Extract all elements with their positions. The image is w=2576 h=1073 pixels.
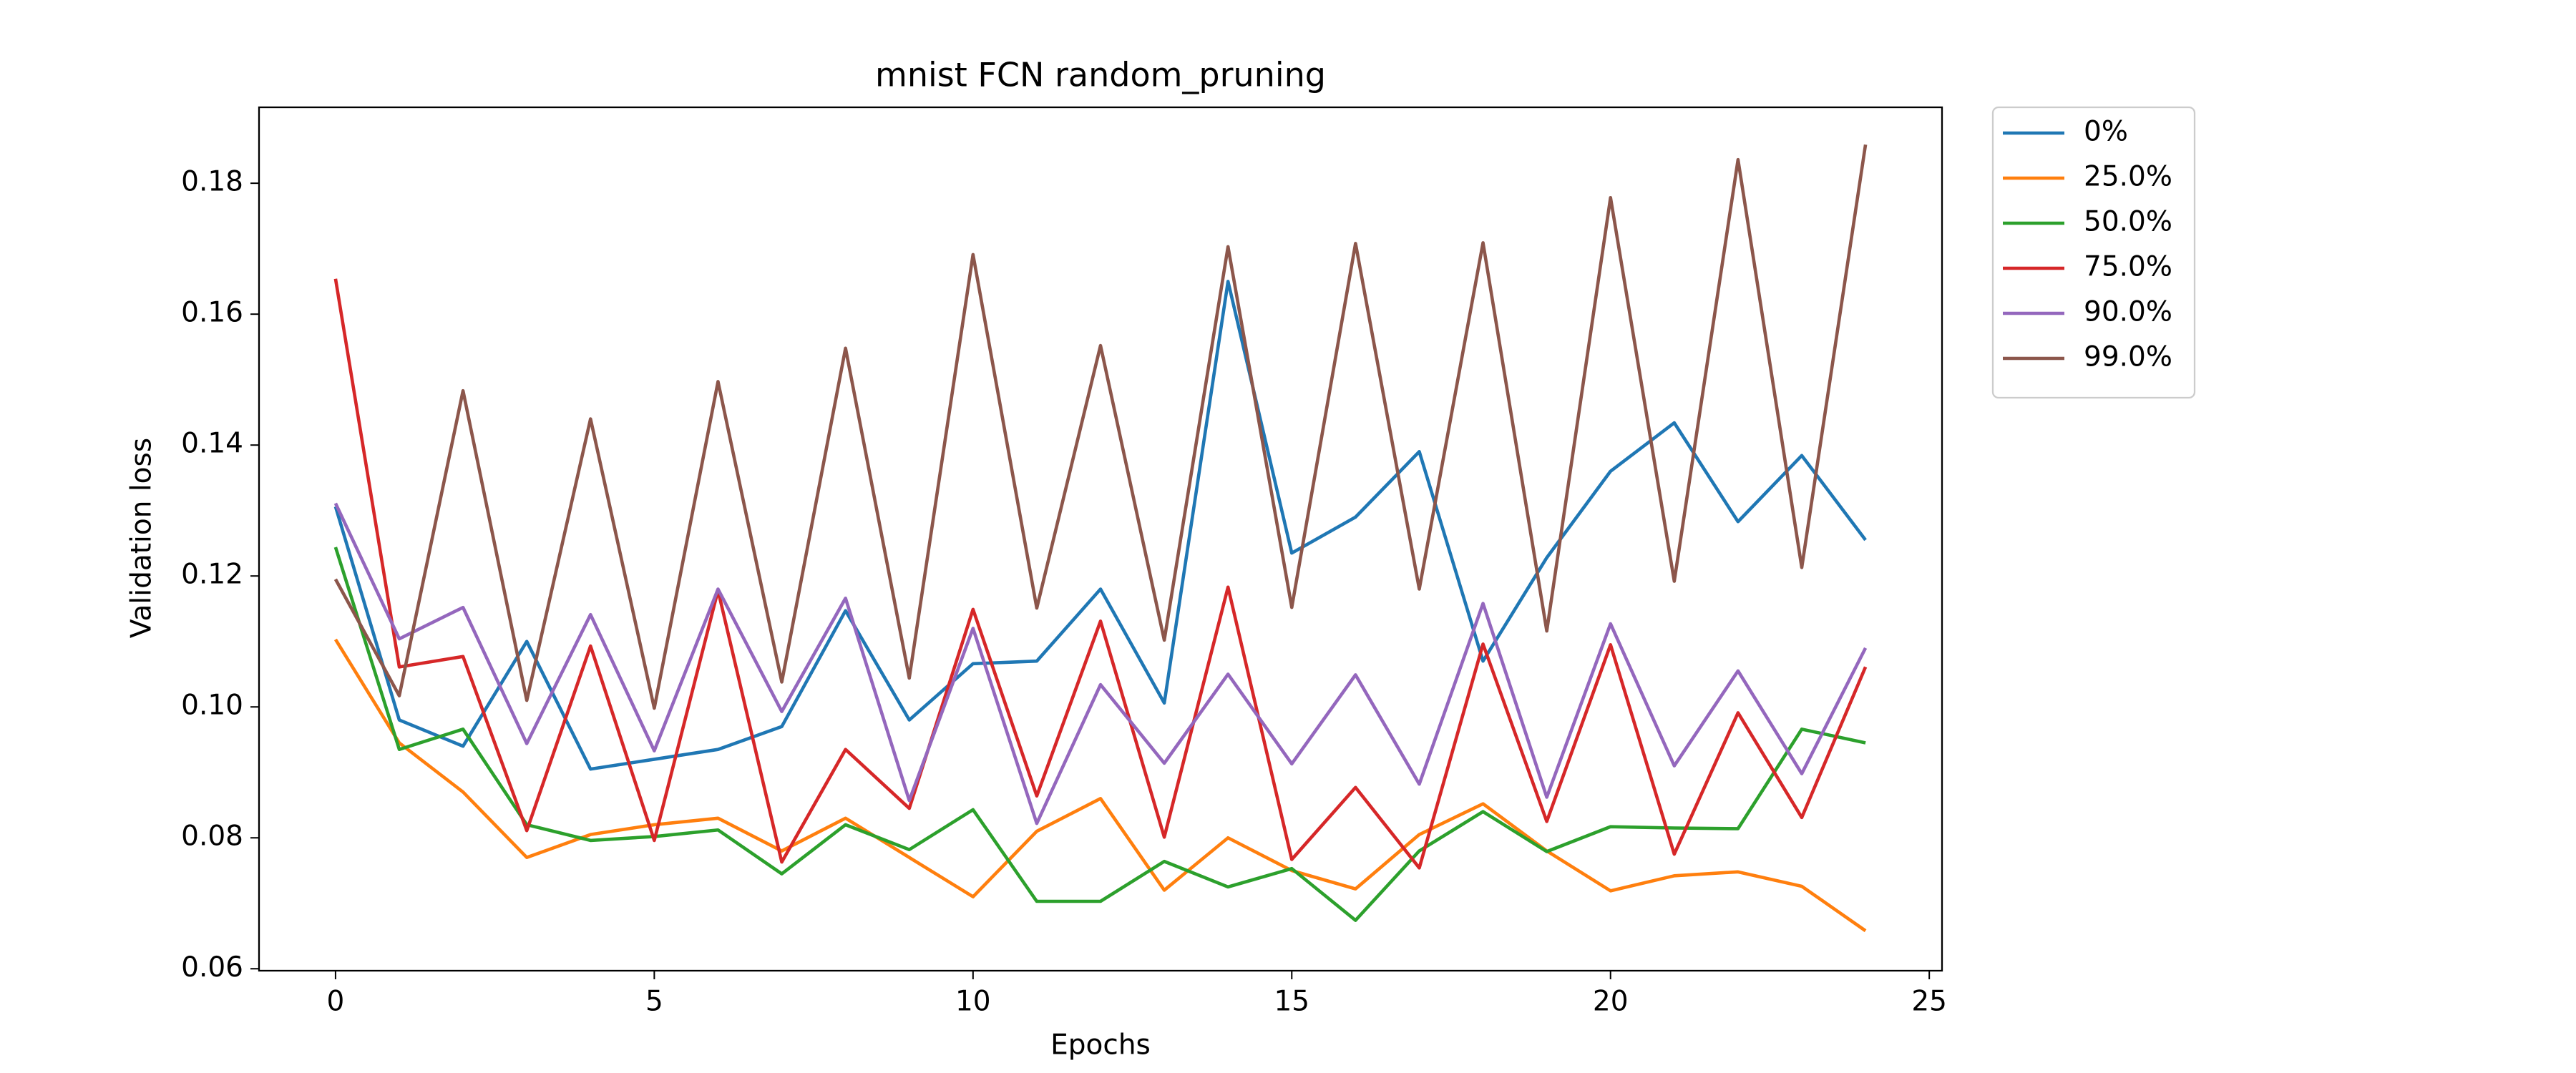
x-tick-label: 0 [326,986,344,1018]
y-tick-label: 0.12 [181,559,243,591]
legend-label: 50.0% [2084,206,2172,238]
x-axis-label: Epochs [1050,1029,1151,1062]
legend-box [1991,106,2196,399]
x-tick-label: 25 [1911,986,1947,1018]
series-line [333,638,1867,933]
y-tick-label: 0.18 [181,166,243,198]
series-line [333,502,1868,825]
y-tick-label: 0.10 [181,690,243,722]
legend-label: 99.0% [2084,341,2172,373]
x-tick-label: 15 [1274,986,1309,1018]
y-tick-label: 0.06 [181,951,243,984]
legend-label: 75.0% [2084,251,2172,283]
y-tick-label: 0.16 [181,297,243,329]
series-line [333,144,1868,710]
x-tick-label: 20 [1593,986,1629,1018]
y-tick-label: 0.08 [181,820,243,853]
x-tick-label: 5 [645,986,663,1018]
y-axis-label: Validation loss [126,438,158,638]
x-tick-label: 10 [955,986,991,1018]
legend-label: 0% [2084,116,2128,148]
legend-label: 90.0% [2084,296,2172,328]
series-line [333,280,1867,771]
chart-title: mnist FCN random_pruning [875,56,1326,94]
legend-label: 25.0% [2084,161,2172,193]
plot-frame [258,106,1943,972]
series-line [333,547,1866,922]
y-tick-label: 0.14 [181,428,243,460]
series-line [333,278,1868,870]
